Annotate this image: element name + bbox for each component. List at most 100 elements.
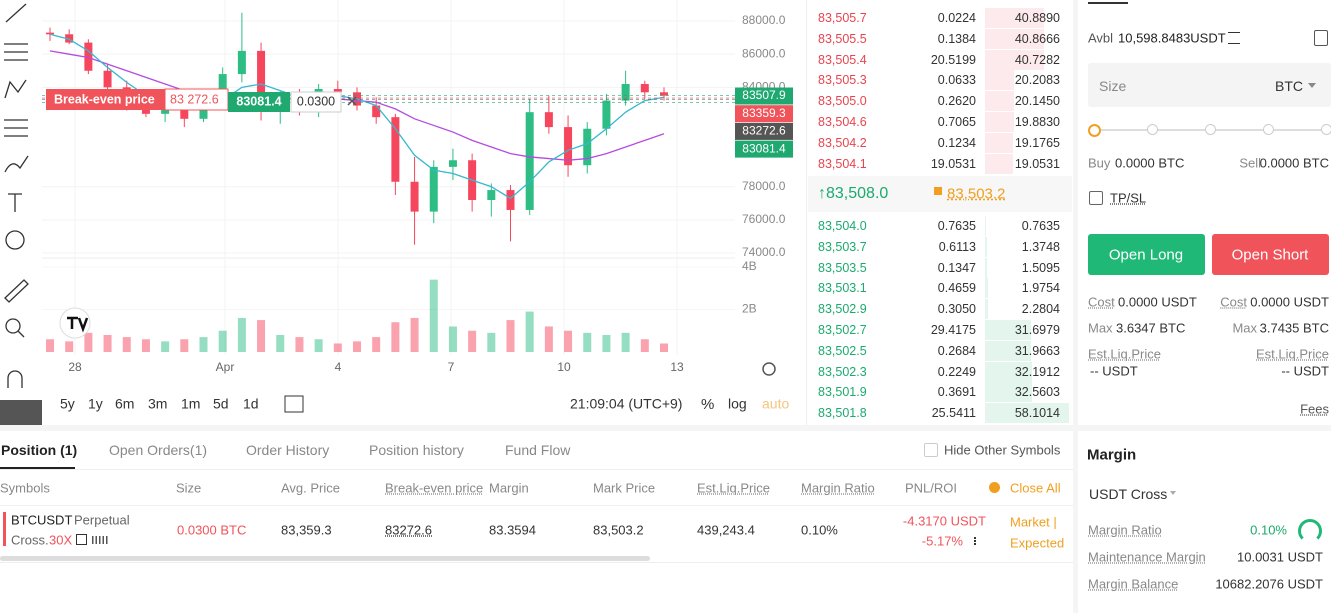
transfer-icon[interactable] <box>1228 32 1240 44</box>
book-sum: 31.6979 <box>1014 322 1060 337</box>
hide-checkbox[interactable] <box>924 443 938 457</box>
toolbar-bg <box>0 0 42 425</box>
candle-body <box>640 84 649 93</box>
volume-tick-label: 2B <box>742 302 757 316</box>
fees-link[interactable]: Fees <box>1300 401 1329 417</box>
price-tag <box>735 140 793 158</box>
close-market[interactable]: Market | <box>1010 514 1057 530</box>
row-border <box>0 562 1073 563</box>
candle-body <box>621 84 630 101</box>
slider-stop[interactable] <box>1321 124 1331 135</box>
candle-body <box>564 127 573 166</box>
column-header: Margin Ratio <box>801 480 875 496</box>
position-tab[interactable]: Open Orders(1) <box>109 442 208 458</box>
open-short[interactable] <box>1212 234 1329 275</box>
margin-value: 10.0031 USDT <box>1237 549 1323 565</box>
range-button[interactable]: 1y <box>88 396 103 412</box>
depth-bar <box>985 91 1015 112</box>
volume-bar <box>333 343 342 352</box>
range-button[interactable]: 1m <box>181 396 200 412</box>
close-expected[interactable]: Expected <box>1010 535 1065 551</box>
x-tick-label: 10 <box>557 360 571 374</box>
tpsl-checkbox[interactable] <box>1089 191 1103 205</box>
last-price: ↑83,508.0 <box>818 185 889 202</box>
book-sum: 40.8890 <box>1014 10 1060 25</box>
drawing-tools[interactable] <box>4 3 29 388</box>
open-long[interactable] <box>1088 234 1205 275</box>
candle-body <box>602 100 611 129</box>
book-price: 83,503.5 <box>818 260 867 275</box>
breakeven-label: Break-even price <box>54 92 155 106</box>
book-sum: 20.1450 <box>1014 93 1060 108</box>
y-tick-label: 76000.0 <box>742 212 786 226</box>
slider-stop[interactable] <box>1147 124 1158 135</box>
slider-stop[interactable] <box>1205 124 1216 135</box>
slider-stop[interactable] <box>1088 124 1101 137</box>
position-tab[interactable]: Position (1) <box>1 442 78 458</box>
candle-body <box>161 107 170 114</box>
column-header[interactable]: Close All <box>1010 480 1061 496</box>
book-size: 0.2684 <box>937 343 976 358</box>
range-button[interactable]: 3m <box>148 396 167 412</box>
stat-value: 0.0000 USDT <box>1118 294 1197 310</box>
column-header: Avg. Price <box>281 480 341 496</box>
position-tab[interactable]: Order History <box>246 442 330 458</box>
settings-icon[interactable] <box>762 362 776 376</box>
breakeven-tag <box>46 89 165 110</box>
open-short-label[interactable]: Open Short <box>1231 246 1309 264</box>
column-header: Size <box>176 480 202 496</box>
percent-toggle[interactable]: % <box>701 396 714 413</box>
clock: 21:09:04 (UTC+9) <box>570 396 682 412</box>
mark-price: 83,503.2 <box>947 185 1006 203</box>
book-size: 25.5411 <box>931 405 976 420</box>
volume-bar <box>372 337 381 352</box>
scrollbar <box>0 556 650 561</box>
candle-body <box>103 70 112 88</box>
avbl-label: Avbl <box>1088 30 1114 46</box>
candle-body <box>372 105 381 118</box>
calc-icon[interactable] <box>1314 30 1328 46</box>
book-price: 83,505.4 <box>818 52 867 67</box>
range-button[interactable]: 5y <box>60 396 75 412</box>
book-size: 20.5199 <box>930 52 976 67</box>
book-sum: 0.7635 <box>1021 218 1060 233</box>
position-tab[interactable]: Position history <box>369 442 464 458</box>
range-button[interactable]: 5d <box>213 396 229 412</box>
side-marker <box>3 512 6 546</box>
pos-margin: 83.3594 <box>489 522 536 538</box>
margin-label: Maintenance Margin <box>1088 549 1206 565</box>
position-tab[interactable]: Fund Flow <box>505 442 571 458</box>
book-price: 83,504.2 <box>818 135 867 150</box>
liq-value: -- USDT <box>1281 363 1329 379</box>
open-long-label[interactable]: Open Long <box>1108 246 1184 264</box>
volume-bar <box>506 320 515 352</box>
candle-body <box>65 34 74 43</box>
book-sum: 19.0531 <box>1014 156 1060 171</box>
log-toggle[interactable]: log <box>728 396 747 412</box>
size-input[interactable] <box>1088 63 1331 107</box>
symbol: BTCUSDT <box>11 512 73 528</box>
buy-label: Buy <box>1088 155 1111 171</box>
edit-icon[interactable] <box>76 534 87 545</box>
candle-body <box>391 117 400 182</box>
range-button[interactable]: 6m <box>115 396 134 412</box>
book-price: 83,502.7 <box>818 322 867 337</box>
logo-mark <box>67 316 89 333</box>
position-price: 83081.4 <box>236 94 281 108</box>
depth-bar <box>985 320 1031 340</box>
range-button[interactable]: 1d <box>243 396 259 412</box>
slider-stop[interactable] <box>1263 124 1274 135</box>
column-header: Mark Price <box>593 480 656 496</box>
share-icon[interactable] <box>974 537 984 545</box>
book-sum: 1.3748 <box>1021 239 1060 254</box>
stat-label: Cost <box>1088 294 1115 310</box>
calendar-icon[interactable] <box>284 395 304 413</box>
book-size: 29.4175 <box>930 322 976 337</box>
auto-toggle[interactable]: auto <box>762 396 789 412</box>
tool-active[interactable] <box>0 400 42 425</box>
stat-label: Max <box>1088 320 1113 336</box>
volume-bar <box>602 334 611 352</box>
close-position-icon[interactable] <box>347 96 357 106</box>
margin-mode[interactable]: USDT Cross <box>1089 486 1168 502</box>
